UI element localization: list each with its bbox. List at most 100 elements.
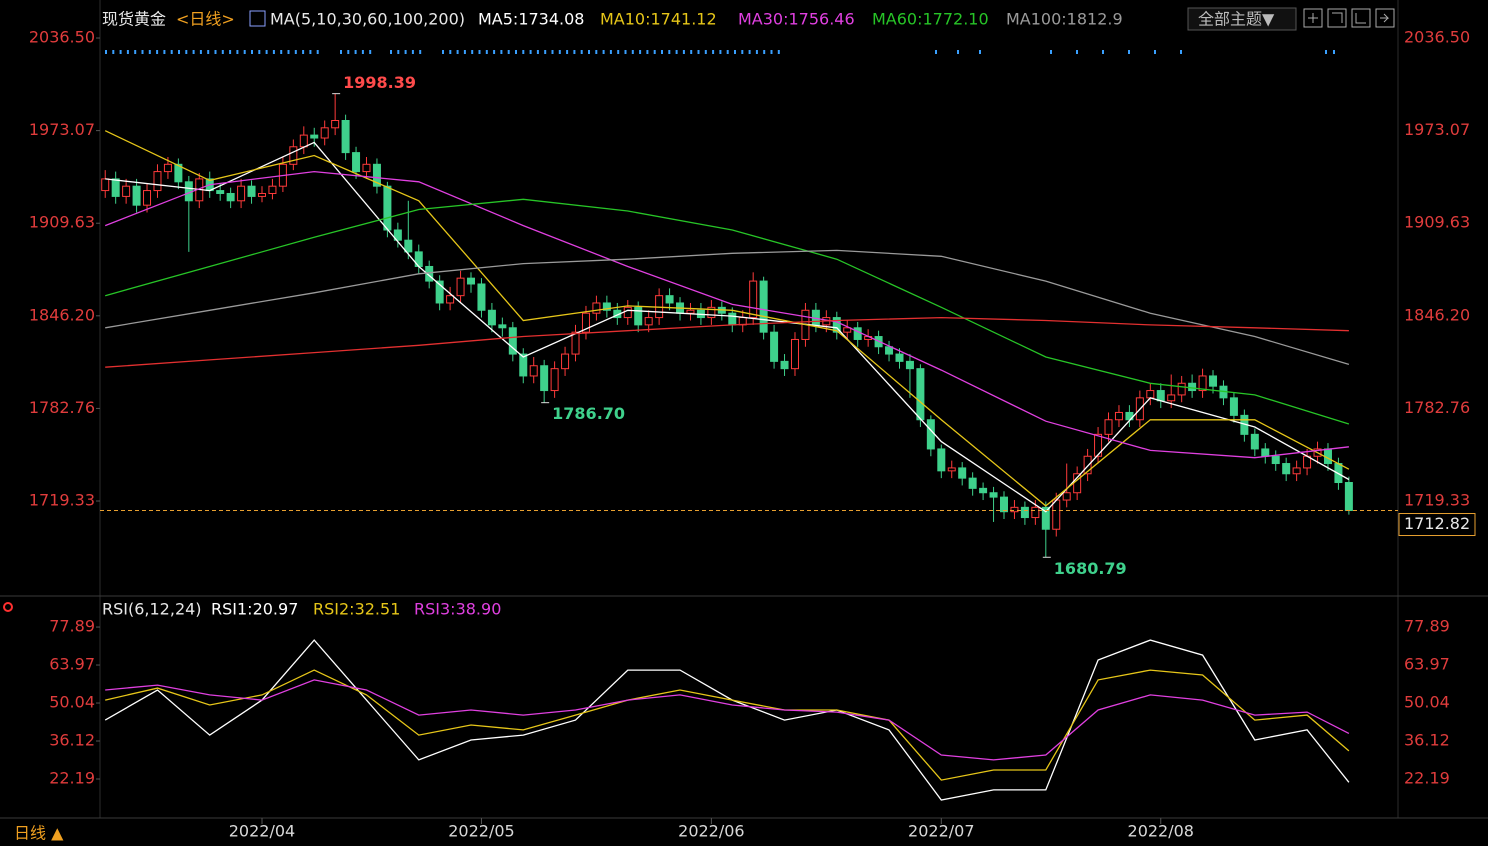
candle-body [550,368,559,392]
candle-body [958,467,967,479]
last-price-label: 1712.82 [1404,514,1470,533]
candle-body [247,185,256,197]
tool-icon[interactable] [1351,8,1371,28]
candle-body [216,190,225,194]
y-tick-label-right: 1846.20 [1404,305,1470,324]
candle-body [467,277,476,285]
series-line [105,679,1350,761]
candle-body [529,365,538,377]
series-line [104,170,1349,459]
y-tick-label-right: 1909.63 [1404,213,1470,232]
y-tick-label: 77.89 [49,617,95,636]
candle-body [122,185,131,197]
candle-body [916,368,925,421]
candle-body [749,280,758,319]
candle-body [1020,506,1029,519]
candle-body [968,477,977,489]
candle-body [686,309,695,314]
candle-body [905,360,914,370]
y-tick-label-right: 77.89 [1404,617,1450,636]
candle-body [404,239,413,253]
candle-body [174,163,183,183]
candle-body [1292,467,1301,475]
legend-entry: MA10:1741.12 [600,10,717,29]
candle-body [790,338,799,370]
candle-body [885,346,894,355]
indicator-label: MA(5,10,30,60,100,200) [270,10,465,29]
legend-entry: MA30:1756.46 [738,10,855,29]
extreme-label: 1680.79 [1054,559,1127,578]
candle-body [143,190,152,206]
candle-body [498,324,507,329]
series-line [105,669,1350,781]
tool-icon[interactable] [1375,8,1395,28]
y-tick-label-right: 63.97 [1404,655,1450,674]
x-tick-label: 2022/07 [908,822,974,841]
candle-body [1198,375,1207,392]
candle-body [1041,506,1050,530]
rsi-title: RSI(6,12,24) [102,600,202,619]
candle-body [728,312,737,326]
indicator-icon [249,10,266,27]
period-label: <日线> [176,10,235,29]
candle-body [226,192,235,202]
candle-body [979,487,988,494]
candle-body [1188,382,1197,392]
candle-body [1177,382,1186,396]
candle-body [289,146,298,165]
legend-entry: MA60:1772.10 [872,10,989,29]
candle-body [111,178,120,197]
y-tick-label-right: 1719.33 [1404,491,1470,510]
tool-icon[interactable] [1303,8,1323,28]
candle-body [707,306,716,319]
candle-body [435,280,444,304]
series-line [104,130,1350,507]
x-tick-label: 2022/04 [229,822,295,841]
candle-body [508,327,517,355]
candle-body [362,163,371,173]
x-tick-label: 2022/08 [1128,822,1194,841]
candle-body [1209,375,1218,387]
theme-button-label[interactable]: 全部主题▼ [1198,10,1275,29]
candle-body [623,306,632,319]
period-button[interactable]: 日线 ▲ [14,824,64,843]
candle-body [372,163,381,187]
candle-body [1062,492,1071,501]
candle-body [1229,397,1238,416]
y-tick-label: 1973.07 [29,120,95,139]
candle-body [1156,390,1165,402]
candle-body [1000,496,1009,513]
candle-body [853,327,862,340]
candle-body [561,353,570,370]
candle-body [153,171,162,192]
candle-body [163,163,172,173]
candle-body [383,185,392,231]
candle-body [477,283,486,311]
candle-body [268,185,277,194]
y-tick-label-right: 1973.07 [1404,120,1470,139]
candle-body [1261,448,1270,457]
candle-body [352,152,361,173]
x-tick-label: 2022/05 [448,822,514,841]
y-tick-label: 1909.63 [29,213,95,232]
legend-entry: RSI2:32.51 [313,600,400,619]
y-tick-label-right: 50.04 [1404,693,1450,712]
tool-icon[interactable] [1327,8,1347,28]
candle-body [132,185,141,206]
rsi-icon [3,602,13,612]
candle-body [832,317,841,333]
candle-body [1104,419,1113,435]
candle-body [1146,390,1155,399]
candle-body [770,331,779,362]
theme-button[interactable] [1187,7,1297,31]
candle-body [341,120,350,154]
candle-body [634,306,643,326]
candle-body [1282,463,1291,475]
candle-body [237,185,246,202]
candle-body [581,312,590,333]
candle-body [1031,506,1040,519]
candle-body [947,467,956,472]
candle-body [331,120,340,129]
series-line [105,198,1350,425]
